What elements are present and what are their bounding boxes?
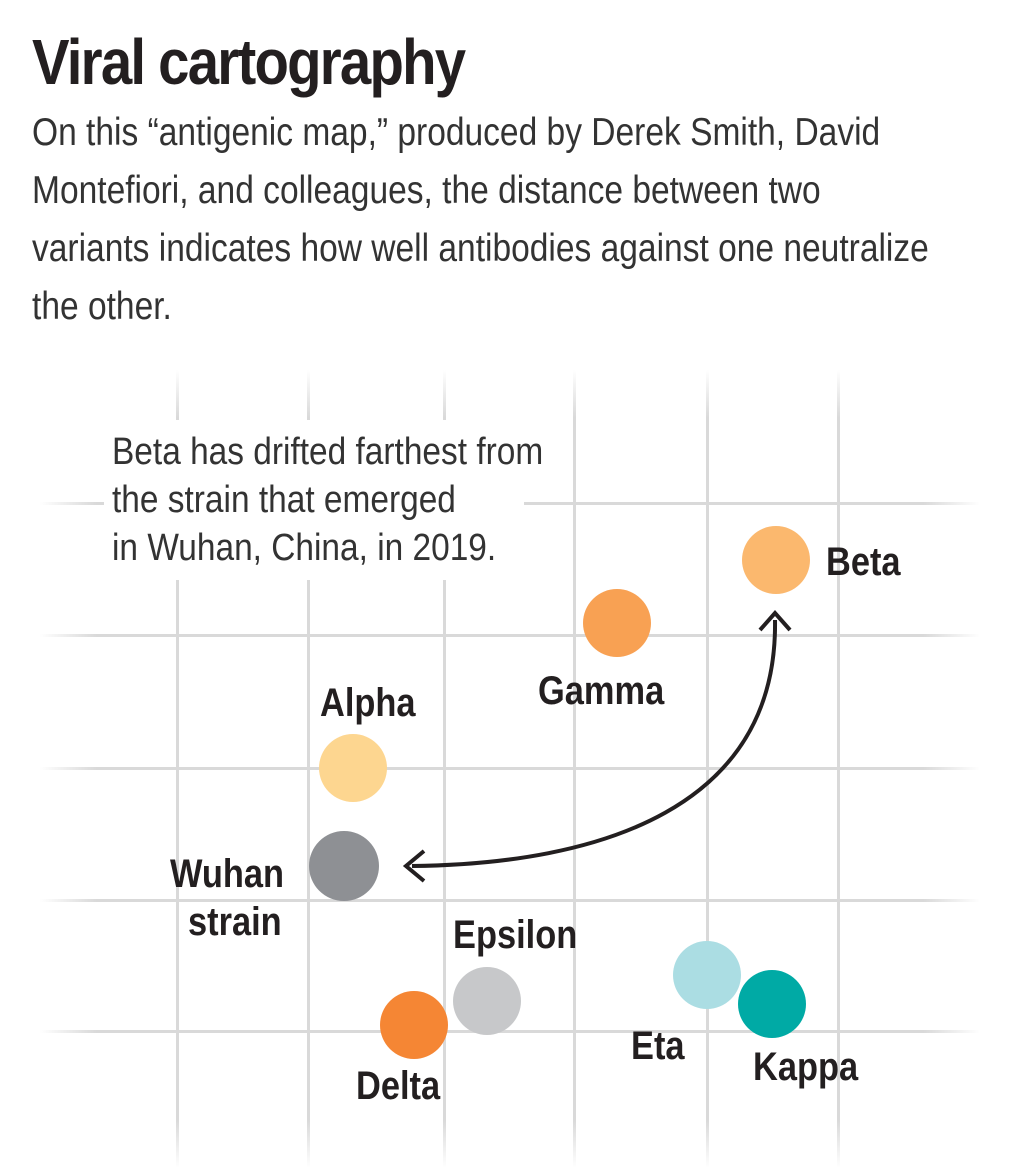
wuhan-strain-label-line1: Wuhan: [170, 852, 285, 896]
annotation-line: in Wuhan, China, in 2019.: [112, 527, 497, 569]
grid-line: [40, 1030, 980, 1033]
drift-arrow: [402, 609, 792, 883]
arrowhead-beta: [758, 609, 792, 632]
delta-dot: [380, 991, 448, 1059]
delta-label: Delta: [356, 1064, 441, 1108]
epsilon-dot: [453, 967, 521, 1035]
page-subtitle: On this “antigenic map,” produced by Der…: [32, 111, 929, 328]
page-title: Viral cartography: [32, 26, 466, 98]
alpha-label: Alpha: [320, 681, 416, 725]
gamma-label: Gamma: [538, 669, 665, 713]
eta-dot: [673, 941, 741, 1009]
beta-dot: [742, 526, 810, 594]
kappa-dot: [738, 970, 806, 1038]
grid-line: [40, 634, 980, 637]
gamma-dot: [583, 589, 651, 657]
annotation-line: the strain that emerged: [112, 479, 456, 521]
eta-label: Eta: [631, 1024, 685, 1068]
grid-line: [40, 899, 980, 902]
wuhan-strain-dot: [309, 831, 379, 901]
epsilon-label: Epsilon: [453, 913, 578, 957]
annotation-line: Beta has drifted farthest from: [112, 431, 544, 473]
alpha-dot: [319, 734, 387, 802]
beta-label: Beta: [826, 540, 901, 584]
wuhan-strain-label-line2: strain: [188, 900, 282, 944]
drift-annotation: Beta has drifted farthest from the strai…: [112, 428, 675, 572]
grid-line: [40, 767, 980, 770]
annotation-backdrop: [104, 420, 524, 580]
kappa-label: Kappa: [753, 1045, 859, 1089]
arrowhead-wuhan: [402, 849, 426, 883]
variant-dots: [309, 526, 810, 1059]
drift-arrow-curve: [411, 619, 778, 868]
